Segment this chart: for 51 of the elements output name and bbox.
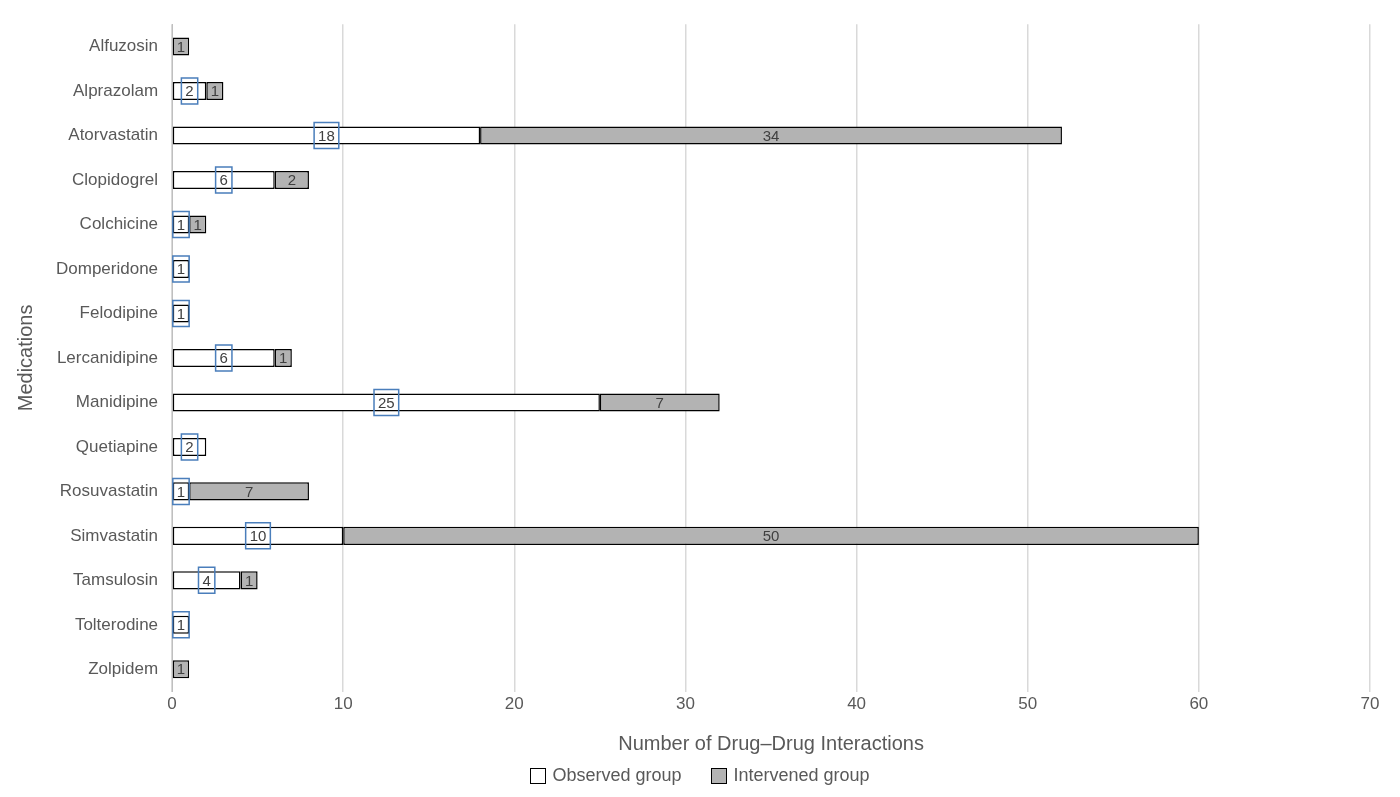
data-label: 1: [244, 571, 254, 589]
y-tick-label: Alprazolam: [73, 80, 159, 100]
data-label: 18: [318, 126, 335, 144]
data-label: 1: [176, 304, 186, 322]
data-label: 2: [185, 438, 194, 456]
y-tick-label: Atorvastatin: [68, 125, 159, 145]
data-label: 50: [762, 527, 780, 545]
data-label: 1: [176, 616, 186, 633]
data-label: 6: [219, 171, 228, 189]
data-label: 1: [176, 660, 186, 678]
data-label: 1: [176, 482, 186, 500]
y-tick-label: Rosuvastatin: [59, 481, 159, 501]
y-tick-label: Colchicine: [79, 214, 159, 234]
y-tick-label: Zolpidem: [88, 659, 159, 679]
legend-label: Intervened group: [733, 765, 870, 786]
data-label: 4: [202, 571, 211, 589]
y-axis-title: Medications: [13, 304, 36, 412]
y-tick-label: Tamsulosin: [73, 570, 159, 590]
x-tick-label: 0: [167, 694, 177, 714]
data-label: 1: [176, 215, 186, 233]
data-label: 7: [655, 393, 664, 411]
x-tick-label: 40: [847, 694, 867, 714]
x-tick-label: 50: [1018, 694, 1038, 714]
x-tick-label: 70: [1360, 694, 1380, 714]
data-label: 34: [762, 126, 780, 144]
data-label: 1: [279, 349, 288, 367]
data-label: 1: [193, 215, 202, 233]
y-tick-label: Quetiapine: [75, 436, 159, 456]
y-tick-label: Manidipine: [75, 392, 159, 412]
data-label: 2: [185, 82, 194, 100]
y-tick-label: Alfuzosin: [89, 36, 159, 56]
x-tick-label: 60: [1189, 694, 1209, 714]
y-tick-label: Domperidone: [56, 258, 159, 278]
data-label: 1: [176, 260, 186, 278]
data-label: 25: [378, 393, 395, 411]
y-tick-label: Felodipine: [79, 303, 159, 323]
data-label: 7: [244, 482, 254, 500]
x-axis-title: Number of Drug–Drug Interactions: [618, 731, 924, 754]
x-tick-label: 30: [676, 694, 695, 714]
data-label: 2: [287, 171, 297, 189]
y-tick-label: Simvastatin: [70, 525, 159, 545]
data-label: 1: [210, 82, 220, 100]
x-tick-label: 10: [333, 694, 353, 714]
x-tick-label: 20: [504, 694, 524, 714]
y-tick-label: Tolterodine: [74, 614, 159, 634]
data-label: 1: [176, 37, 186, 55]
y-tick-label: Lercanidipine: [56, 347, 159, 367]
y-tick-label: Clopidogrel: [72, 169, 159, 189]
text: Observed group: [552, 765, 682, 786]
data-label: 6: [219, 349, 228, 367]
data-label: 10: [249, 527, 267, 545]
